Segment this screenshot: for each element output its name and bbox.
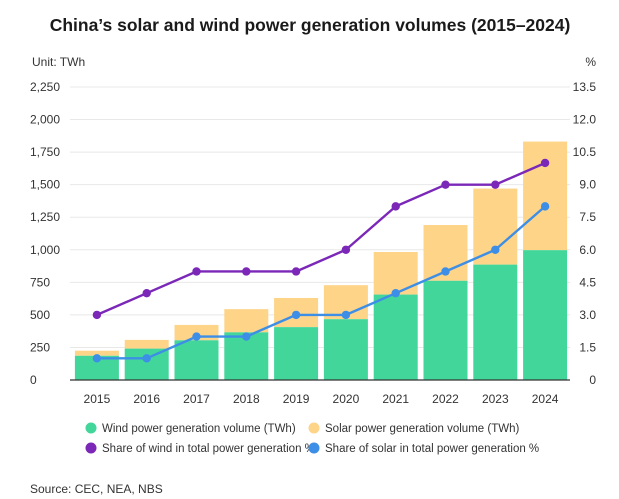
wind-share-point (441, 180, 450, 189)
wind-bar (323, 319, 368, 380)
left-axis-tick-label: 1,500 (30, 178, 60, 192)
left-axis-tick-label: 2,000 (30, 113, 60, 127)
x-axis-tick-label: 2019 (283, 392, 310, 406)
x-axis-tick-label: 2017 (183, 392, 210, 406)
left-axis-tick-label: 250 (30, 340, 50, 354)
right-axis-tick-label: 9.0 (579, 178, 596, 192)
solar-share-point (142, 354, 151, 363)
wind-share-point (341, 245, 351, 254)
wind-bar (473, 264, 518, 380)
right-axis-tick-label: 3.0 (579, 308, 596, 322)
left-axis-ticks: 0 250 500 750 1,000 1,250 1,500 1,750 2,000 2,250 (30, 80, 60, 387)
wind-share-point (242, 267, 251, 276)
right-axis-tick-label: 4.5 (579, 275, 596, 289)
x-axis-tick-label: 2022 (432, 392, 459, 406)
solar-bar (224, 309, 269, 333)
wind-share-point (540, 158, 550, 168)
wind-bar (423, 280, 468, 380)
wind-share-point (391, 202, 400, 211)
x-axis-tick-label: 2020 (333, 392, 360, 406)
x-axis-tick-label: 2023 (482, 392, 509, 406)
solar-bar (523, 141, 568, 251)
right-axis-tick-label: 10.5 (573, 145, 597, 159)
solar-share-point (242, 332, 251, 341)
x-axis-tick-label: 2018 (233, 392, 260, 406)
solar-share-point (391, 288, 400, 298)
solar-share-point (441, 267, 450, 276)
left-unit-label: Unit: TWh (32, 55, 85, 69)
wind-bar (124, 348, 169, 380)
solar-share-line (96, 205, 546, 360)
wind-bar (174, 340, 219, 380)
right-axis-tick-label: 7.5 (579, 210, 596, 224)
right-axis-tick-label: 12.0 (573, 113, 597, 127)
solar-bar (373, 251, 418, 295)
wind-share-point (142, 288, 151, 298)
left-axis-tick-label: 1,000 (30, 243, 60, 257)
legend-solar-share-label: Share of solar in total power generation… (325, 443, 539, 455)
solar-bar (124, 339, 169, 349)
left-axis-tick-label: 2,250 (30, 80, 60, 94)
solar-share-point (291, 310, 301, 320)
source-note: Source: CEC, NEA, NBS (30, 482, 163, 496)
left-axis-tick-label: 1,750 (30, 145, 60, 159)
right-axis-tick-label: 1.5 (579, 340, 596, 354)
solar-share-point (341, 310, 351, 320)
x-axis-tick-label: 2015 (84, 392, 111, 406)
bars (74, 141, 568, 380)
wind-share-point (291, 267, 301, 276)
legend-wind-volume-label: Wind power generation volume (TWh) (102, 423, 296, 435)
chart-title: China’s solar and wind power generation … (50, 15, 571, 35)
x-axis-tick-label: 2024 (532, 392, 559, 406)
wind-share-line (96, 161, 546, 316)
wind-share-point (192, 267, 201, 276)
x-axis-ticks: 2015 2016 2017 2018 2019 2020 2021 2022 2023 2024 (84, 392, 559, 406)
solar-share-point (540, 202, 550, 211)
right-axis-tick-label: 6.0 (579, 243, 596, 257)
gridlines (70, 86, 570, 348)
solar-share-point (491, 245, 500, 254)
right-unit-label: % (585, 55, 596, 69)
left-axis-tick-label: 750 (30, 275, 50, 289)
wind-bar (523, 250, 568, 380)
legend-wind-volume-marker (85, 422, 97, 434)
x-axis-tick-label: 2016 (133, 392, 160, 406)
wind-bar (274, 327, 319, 380)
legend-wind-share-marker (85, 442, 97, 454)
legend: Wind power generation volume (TWh) Solar … (85, 422, 539, 455)
legend-wind-share-label: Share of wind in total power generation … (102, 443, 315, 455)
legend-solar-volume-label: Solar power generation volume (TWh) (325, 423, 519, 435)
solar-share-point (92, 354, 102, 363)
right-axis-tick-label: 0 (589, 373, 596, 387)
wind-share-point (92, 310, 102, 320)
wind-share-point (491, 180, 500, 189)
left-axis-tick-label: 1,250 (30, 210, 60, 224)
x-axis-tick-label: 2021 (382, 392, 409, 406)
legend-solar-share-marker (308, 442, 320, 454)
share-lines (92, 158, 550, 363)
wind-bar (373, 294, 418, 380)
right-axis-ticks: 0 1.5 3.0 4.5 6.0 7.5 9.0 10.5 12.0 13.5 (573, 80, 597, 387)
solar-share-point (192, 332, 201, 341)
solar-bar (74, 350, 119, 356)
right-axis-tick-label: 13.5 (573, 80, 597, 94)
left-axis-tick-label: 0 (30, 373, 37, 387)
left-axis-tick-label: 500 (30, 308, 50, 322)
legend-solar-volume-marker (308, 422, 320, 434)
